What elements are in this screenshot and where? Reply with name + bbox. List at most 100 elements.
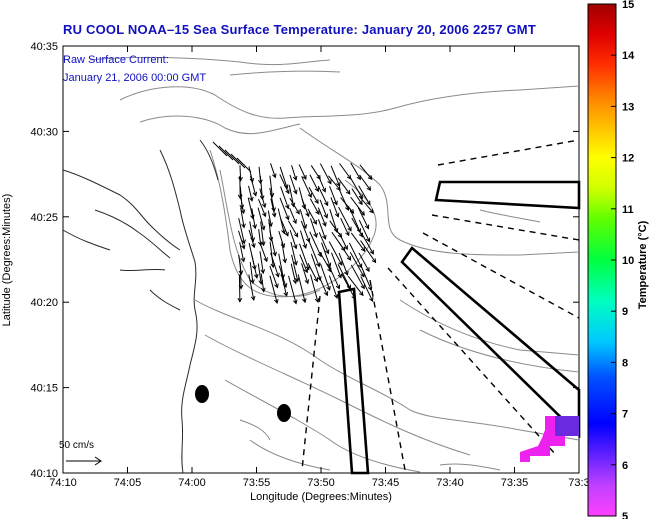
current-vector [269, 175, 273, 197]
colorbar-tick-label: 7 [622, 409, 628, 421]
current-vector [319, 251, 332, 272]
current-vector [239, 165, 242, 181]
current-vector [328, 264, 340, 289]
current-vector [357, 207, 369, 229]
current-vector [257, 207, 265, 230]
current-vector [280, 218, 289, 236]
current-vector [337, 177, 351, 195]
y-axis: 40:35 40:30 40:25 40:20 40:15 40:10 [30, 41, 579, 480]
current-vector [247, 197, 254, 219]
current-vector [360, 240, 377, 263]
current-vector [339, 163, 352, 180]
current-vector [269, 230, 276, 256]
current-vectors [212, 141, 377, 305]
colorbar-tick-label: 5 [622, 511, 628, 519]
current-vector [299, 243, 310, 270]
current-vector [269, 187, 275, 212]
current-vector [319, 263, 331, 291]
current-vector [299, 254, 308, 273]
current-vector [298, 164, 307, 180]
y-tick-label: 40:35 [30, 41, 58, 53]
x-tick-label: 73:45 [372, 477, 400, 489]
current-vector [257, 263, 262, 284]
station-marker [195, 385, 209, 403]
station-marker [277, 404, 291, 422]
current-vector [289, 207, 297, 224]
y-tick-label: 40:25 [30, 212, 58, 224]
current-vector [248, 166, 254, 183]
current-vector [260, 221, 265, 246]
current-vector [288, 220, 299, 237]
current-vector [249, 175, 257, 196]
current-vector [259, 243, 268, 262]
current-vector [307, 263, 318, 282]
current-vector [359, 174, 371, 191]
current-vector [230, 153, 246, 169]
current-vector [359, 164, 373, 180]
current-vector [267, 210, 272, 227]
current-vector [338, 232, 348, 250]
x-tick-label: 73:50 [307, 477, 335, 489]
colorbar-tick-label: 14 [622, 50, 635, 62]
current-vector [279, 174, 290, 194]
current-vector [350, 232, 366, 252]
colorbar-tick-label: 10 [622, 255, 634, 267]
y-tick-label: 40:30 [30, 126, 58, 138]
current-vector [349, 251, 365, 277]
current-vector [248, 185, 253, 201]
current-vector [218, 145, 234, 161]
current-vector [309, 231, 322, 257]
current-vector [238, 230, 245, 249]
x-tick-label: 74:00 [178, 477, 206, 489]
current-vector [301, 176, 312, 198]
current-vector [317, 219, 326, 240]
current-vector [279, 197, 289, 220]
current-vector [319, 199, 328, 218]
colorbar-tick-label: 15 [622, 0, 634, 11]
current-vector [347, 275, 364, 296]
current-vector [279, 166, 288, 189]
current-vector [318, 232, 329, 254]
current-vector [212, 141, 228, 157]
current-vector [298, 187, 306, 209]
current-vector [281, 241, 286, 263]
current-vector [224, 149, 240, 165]
current-vector [278, 253, 284, 279]
map-title: RU COOL NOAA–15 Sea Surface Temperature:… [63, 22, 536, 37]
bathymetry-contours [89, 56, 580, 473]
current-vector [299, 209, 307, 229]
current-vector [239, 242, 245, 262]
plot-frame [62, 45, 580, 474]
y-tick-label: 40:15 [30, 383, 58, 395]
x-tick-label: 74:05 [114, 477, 142, 489]
current-vector [350, 196, 365, 216]
current-vector [329, 185, 338, 205]
current-vector [288, 275, 297, 304]
y-axis-label: Latitude (Degrees:Minutes) [1, 194, 13, 327]
current-vector [270, 163, 276, 178]
x-tick-label: 73:3 [568, 477, 589, 489]
current-vector [301, 263, 309, 284]
colorbar-label: Temperature (°C) [637, 220, 649, 309]
x-tick-label: 73:40 [436, 477, 464, 489]
current-vector [349, 176, 363, 199]
current-vector [330, 165, 340, 187]
scale-label: 50 cm/s [59, 440, 94, 451]
current-vector [358, 219, 370, 242]
current-vector [278, 230, 285, 248]
current-vector [317, 174, 326, 192]
x-tick-label: 73:35 [501, 477, 529, 489]
y-tick-label: 40:20 [30, 297, 58, 309]
current-vector [308, 186, 319, 204]
y-tick-label: 40:10 [30, 468, 58, 480]
current-vector [360, 264, 372, 291]
current-vector [269, 241, 274, 268]
current-vector [236, 157, 252, 173]
colorbar-tick-label: 6 [622, 460, 628, 472]
current-vector [270, 198, 276, 217]
x-tick-label: 74:10 [49, 477, 77, 489]
colorbar-tick-label: 8 [622, 357, 628, 369]
current-vector [340, 197, 354, 214]
current-vector [338, 252, 349, 276]
